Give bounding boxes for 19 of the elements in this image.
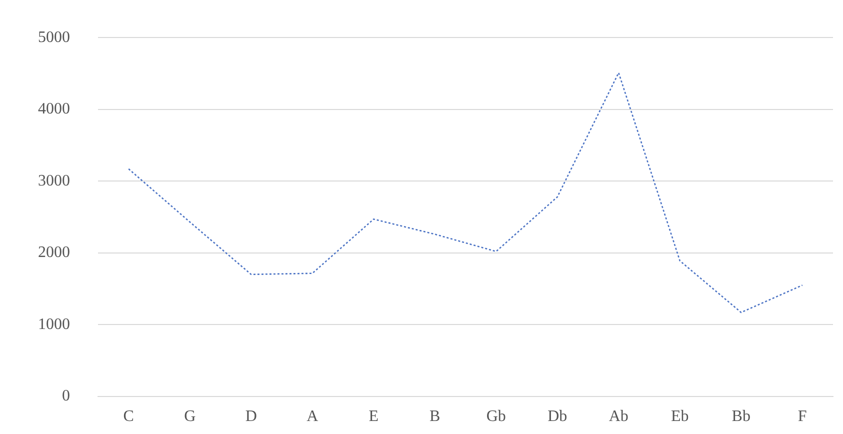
y-tick-label: 3000: [38, 172, 70, 190]
y-tick-label: 5000: [38, 28, 70, 46]
line-series: [128, 72, 804, 314]
y-tick-label: 0: [62, 388, 70, 405]
x-tick-label: C: [123, 408, 134, 426]
x-tick-label: Eb: [670, 408, 689, 426]
x-tick-label: Db: [548, 408, 568, 426]
x-tick-label: G: [184, 408, 196, 426]
y-tick-label: 4000: [38, 100, 70, 118]
x-tick-label: F: [798, 408, 807, 426]
y-tick-label: 2000: [38, 244, 70, 262]
x-tick-label: D: [245, 408, 257, 426]
x-tick-label: B: [430, 408, 440, 426]
x-tick-label: Bb: [732, 408, 750, 426]
x-tick-label: A: [306, 408, 319, 426]
y-tick-label: 1000: [38, 316, 70, 333]
x-tick-label: Gb: [486, 408, 506, 426]
x-tick-label: Ab: [608, 408, 628, 426]
x-tick-label: E: [368, 408, 379, 426]
